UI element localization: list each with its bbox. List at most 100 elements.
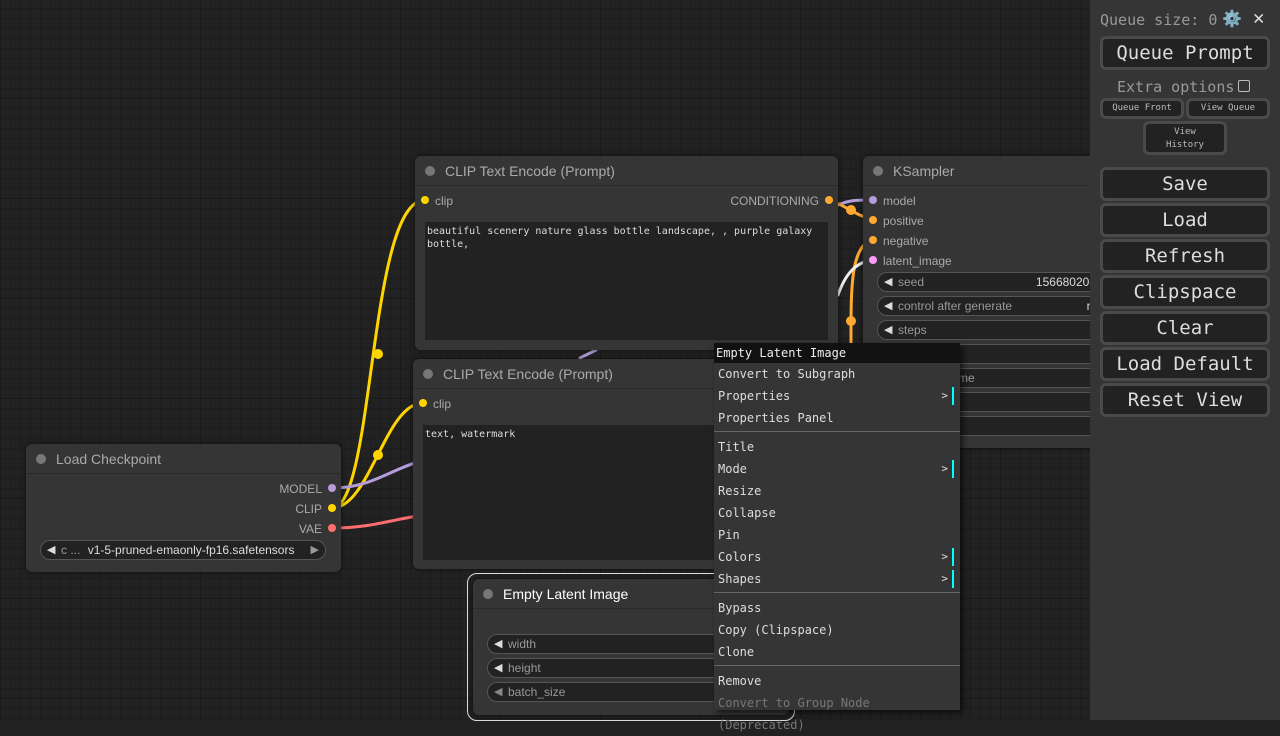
- refresh-button[interactable]: Refresh: [1100, 239, 1270, 273]
- load-default-button[interactable]: Load Default: [1100, 347, 1270, 381]
- menu-item-label: Properties Panel: [718, 411, 834, 425]
- input-label: negative: [883, 234, 929, 248]
- save-button[interactable]: Save: [1100, 167, 1270, 201]
- menu-item-properties[interactable]: Properties >: [714, 385, 960, 407]
- queue-size-label: Queue size: 0: [1100, 11, 1218, 29]
- queue-front-button[interactable]: Queue Front: [1100, 98, 1184, 119]
- prompt-textarea[interactable]: text, watermark: [423, 425, 723, 560]
- collapse-dot-icon[interactable]: [873, 166, 883, 176]
- menu-item-bypass[interactable]: Bypass: [714, 597, 960, 619]
- input-slot-positive[interactable]: [869, 216, 877, 224]
- menu-item-properties-panel[interactable]: Properties Panel: [714, 407, 960, 429]
- input-slot-model[interactable]: [869, 196, 877, 204]
- wire-model: [330, 460, 420, 490]
- menu-item-copy-clipspace[interactable]: Copy (Clipspace): [714, 619, 960, 641]
- context-menu: Empty Latent Image Convert to Subgraph Pr…: [714, 343, 960, 732]
- collapse-dot-icon[interactable]: [36, 454, 46, 464]
- node-title-bar[interactable]: CLIP Text Encode (Prompt): [413, 359, 733, 389]
- decrement-arrow-icon[interactable]: ◀: [884, 324, 893, 336]
- input-slot-latent-image[interactable]: [869, 256, 877, 264]
- node-title: CLIP Text Encode (Prompt): [443, 366, 613, 382]
- menu-item-mode[interactable]: Mode >: [714, 458, 960, 480]
- node-title-bar[interactable]: CLIP Text Encode (Prompt): [415, 156, 838, 186]
- steps-widget[interactable]: ◀ steps: [877, 320, 1117, 340]
- collapse-dot-icon[interactable]: [483, 589, 493, 599]
- ckpt-name-widget[interactable]: ◀ c ... v1-5-pruned-emaonly-fp16.safetens…: [40, 540, 326, 560]
- menu-item-label: Properties: [718, 389, 791, 403]
- menu-item-shapes[interactable]: Shapes >: [714, 568, 960, 590]
- extra-options-label: Extra options: [1117, 78, 1235, 96]
- prev-arrow-icon[interactable]: ◀: [47, 544, 56, 556]
- view-history-button[interactable]: View History: [1143, 121, 1227, 155]
- widget-value: 156680208: [1035, 275, 1096, 289]
- node-title: Empty Latent Image: [503, 586, 629, 602]
- menu-item-remove[interactable]: Remove: [714, 670, 960, 692]
- extra-options-checkbox[interactable]: [1238, 80, 1250, 92]
- gear-icon[interactable]: ⚙️: [1222, 9, 1242, 28]
- batch-size-widget[interactable]: ◀ batch_size: [487, 682, 777, 702]
- menu-item-pin[interactable]: Pin: [714, 524, 960, 546]
- menu-separator: [714, 592, 960, 593]
- height-widget[interactable]: ◀ height: [487, 658, 777, 678]
- width-widget[interactable]: ◀ width: [487, 634, 777, 654]
- seed-widget[interactable]: ◀ seed 156680208: [877, 272, 1117, 292]
- input-slot-clip[interactable]: [421, 196, 429, 204]
- menu-item-convert-to-group-node-deprecated: Convert to Group Node (Deprecated): [714, 692, 960, 732]
- wire-midpoint: [846, 316, 856, 326]
- menu-item-collapse[interactable]: Collapse: [714, 502, 960, 524]
- output-slot-model[interactable]: [328, 484, 336, 492]
- menu-item-label: Resize: [718, 484, 762, 498]
- menu-item-colors[interactable]: Colors >: [714, 546, 960, 568]
- node-title-bar[interactable]: KSampler: [863, 156, 1103, 186]
- node-title-bar[interactable]: Empty Latent Image: [473, 579, 789, 609]
- clear-button[interactable]: Clear: [1100, 311, 1270, 345]
- submenu-arrow-icon: >: [941, 570, 954, 588]
- next-arrow-icon[interactable]: ▶: [310, 544, 319, 556]
- menu-item-label: Bypass: [718, 601, 762, 615]
- node-title-bar[interactable]: Load Checkpoint: [26, 444, 341, 474]
- collapse-dot-icon[interactable]: [425, 166, 435, 176]
- output-slot-vae[interactable]: [328, 524, 336, 532]
- output-slot-clip[interactable]: [328, 504, 336, 512]
- menu-item-label: Mode: [718, 462, 747, 476]
- clipspace-button[interactable]: Clipspace: [1100, 275, 1270, 309]
- node-clip-text-encode-negative[interactable]: CLIP Text Encode (Prompt) clip text, wat…: [413, 359, 733, 569]
- menu-item-label: Shapes: [718, 572, 762, 586]
- reset-view-button[interactable]: Reset View: [1100, 383, 1270, 417]
- view-queue-button[interactable]: View Queue: [1186, 98, 1270, 119]
- queue-prompt-button[interactable]: Queue Prompt: [1100, 36, 1270, 70]
- context-menu-title: Empty Latent Image: [714, 343, 960, 363]
- menu-separator: [714, 665, 960, 666]
- decrement-arrow-icon[interactable]: ◀: [494, 638, 503, 650]
- node-load-checkpoint[interactable]: Load Checkpoint MODEL CLIP VAE ◀ c ... v1…: [26, 444, 341, 572]
- control-after-generate-widget[interactable]: ◀control after generateran: [877, 296, 1117, 316]
- input-label: positive: [883, 214, 924, 228]
- decrement-arrow-icon[interactable]: ◀: [494, 686, 503, 698]
- load-button[interactable]: Load: [1100, 203, 1270, 237]
- widget-label: control after generate: [898, 299, 1013, 313]
- decrement-arrow-icon[interactable]: ◀: [884, 276, 893, 288]
- output-label: MODEL: [279, 482, 322, 496]
- menu-item-label: Clone: [718, 645, 755, 659]
- widget-label: width: [508, 637, 537, 651]
- input-slot-clip[interactable]: [419, 399, 427, 407]
- close-icon[interactable]: ✕: [1253, 7, 1265, 29]
- menu-item-label: Remove: [718, 674, 762, 688]
- menu-item-clone[interactable]: Clone: [714, 641, 960, 663]
- collapse-dot-icon[interactable]: [423, 369, 433, 379]
- widget-value: v1-5-pruned-emaonly-fp16.safetensors: [87, 543, 295, 557]
- input-slot-negative[interactable]: [869, 236, 877, 244]
- menu-item-title[interactable]: Title: [714, 436, 960, 458]
- output-slot-conditioning[interactable]: [825, 196, 833, 204]
- output-label: CLIP: [295, 502, 322, 516]
- graph-canvas[interactable]: CLIP Text Encode (Prompt) clip CONDITION…: [0, 0, 1117, 732]
- menu-item-convert-to-subgraph[interactable]: Convert to Subgraph: [714, 363, 960, 385]
- menu-item-resize[interactable]: Resize: [714, 480, 960, 502]
- node-clip-text-encode-positive[interactable]: CLIP Text Encode (Prompt) clip CONDITION…: [415, 156, 838, 350]
- node-title: CLIP Text Encode (Prompt): [445, 163, 615, 179]
- decrement-arrow-icon[interactable]: ◀: [884, 300, 893, 312]
- prompt-textarea[interactable]: beautiful scenery nature glass bottle la…: [425, 222, 828, 340]
- menu-item-label: Convert to Subgraph: [718, 367, 856, 381]
- decrement-arrow-icon[interactable]: ◀: [494, 662, 503, 674]
- widget-label: steps: [898, 323, 927, 337]
